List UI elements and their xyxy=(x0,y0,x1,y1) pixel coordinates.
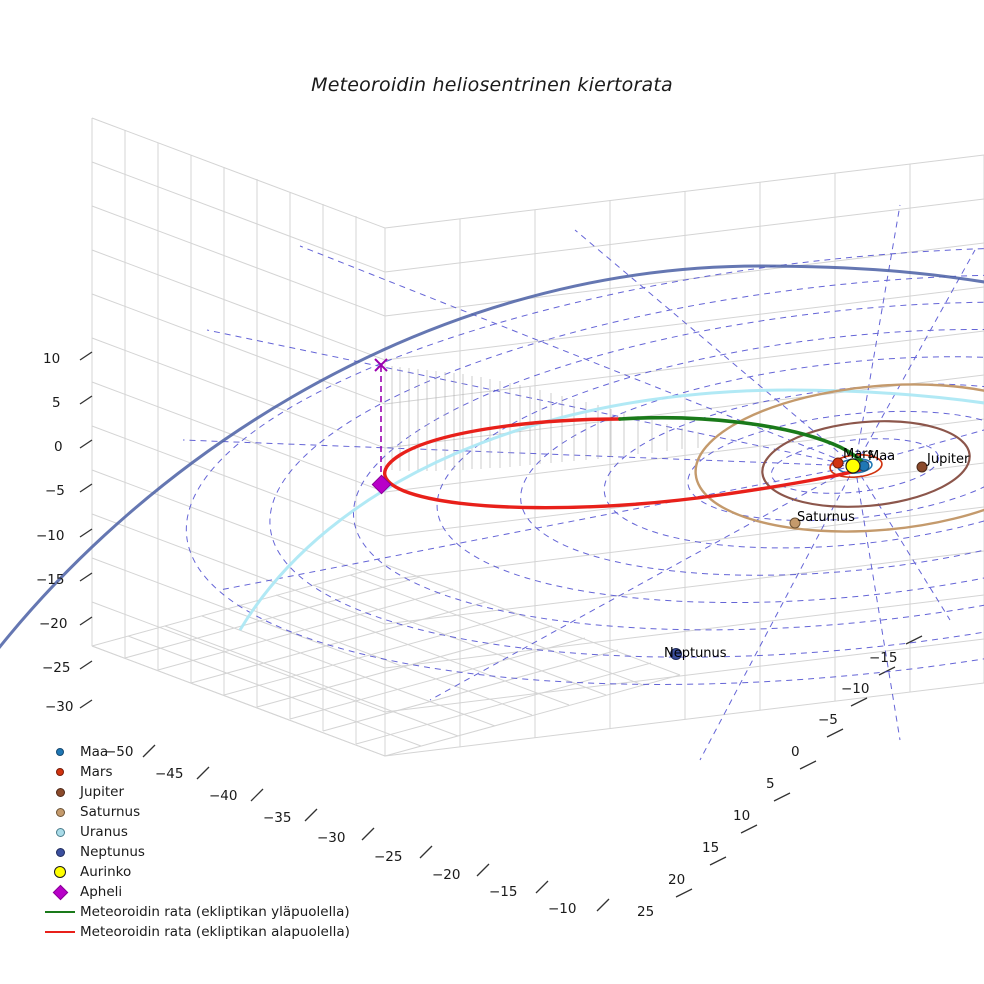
circle-marker-icon xyxy=(54,866,66,878)
tick-label-x-5: −25 xyxy=(374,849,403,865)
legend-item[interactable]: Meteoroidin rata (ekliptikan alapuolella… xyxy=(40,922,350,942)
tick-label-y-7: −10 xyxy=(841,681,870,697)
body-label-jupiter: Jupiter xyxy=(927,452,970,467)
legend-item[interactable]: Apheli xyxy=(40,882,350,902)
tick-label-y-6: −5 xyxy=(818,712,838,728)
body-label-mars: Mars xyxy=(843,447,875,462)
pane-left-wall xyxy=(91,117,386,757)
legend-line-key xyxy=(40,910,80,914)
ecliptic-polar-grid xyxy=(182,204,984,761)
orbit-saturnus xyxy=(694,383,984,533)
tick-label-y-2: 15 xyxy=(702,840,720,856)
tick-label-z-7: −25 xyxy=(42,660,71,676)
legend: Maa Mars Jupiter Saturnus Uranus Neptunus Auri… xyxy=(40,742,350,942)
body-label-saturnus: Saturnus xyxy=(797,510,855,525)
tick-label-z-6: −20 xyxy=(39,616,68,632)
legend-item[interactable]: Maa xyxy=(40,742,350,762)
circle-marker-icon xyxy=(56,748,64,756)
pane-floor xyxy=(91,564,681,757)
tick-label-y-3: 10 xyxy=(733,808,751,824)
legend-marker-key xyxy=(40,787,80,797)
legend-item[interactable]: Saturnus xyxy=(40,802,350,822)
circle-marker-icon xyxy=(55,787,65,797)
legend-line-swatch xyxy=(45,910,75,914)
legend-line-key xyxy=(40,930,80,934)
marker-neptunus xyxy=(670,648,682,660)
marker-mars xyxy=(832,457,844,469)
legend-marker-key xyxy=(40,847,80,857)
legend-marker-key xyxy=(40,807,80,817)
tick-label-x-7: −15 xyxy=(489,884,518,900)
circle-marker-icon xyxy=(56,768,64,776)
tick-label-z-3: −5 xyxy=(45,483,65,499)
legend-item[interactable]: Uranus xyxy=(40,822,350,842)
body-label-maa: Maa xyxy=(868,449,896,464)
legend-item-label: Saturnus xyxy=(80,804,141,820)
legend-item-label: Apheli xyxy=(80,884,123,900)
legend-item[interactable]: Mars xyxy=(40,762,350,782)
tick-label-x-2: −40 xyxy=(209,788,238,804)
tick-label-x-6: −20 xyxy=(432,867,461,883)
orbit-jupiter xyxy=(761,420,971,508)
tick-label-x-4: −30 xyxy=(317,830,346,846)
tick-label-y-0: 25 xyxy=(637,904,655,920)
legend-item-label: Meteoroidin rata (ekliptikan yläpuolella… xyxy=(80,904,350,920)
circle-marker-icon xyxy=(55,847,65,857)
legend-marker-key xyxy=(40,768,80,776)
meteoroid-orbit-below-ecliptic xyxy=(383,417,868,510)
body-label-neptunus: Neptunus xyxy=(664,646,727,661)
circle-marker-icon xyxy=(55,827,65,837)
tick-label-y-5: 0 xyxy=(791,744,800,760)
orbit-uranus xyxy=(238,388,984,631)
axes-pane-grid xyxy=(91,117,984,757)
marker-aurinko xyxy=(845,458,861,474)
marker-saturnus xyxy=(789,517,801,529)
legend-item[interactable]: Aurinko xyxy=(40,862,350,882)
tick-label-y-1: 20 xyxy=(668,872,686,888)
legend-marker-key xyxy=(40,884,80,900)
tick-label-x-8: −10 xyxy=(548,901,577,917)
legend-item[interactable]: Meteoroidin rata (ekliptikan yläpuolella… xyxy=(40,902,350,922)
legend-item-label: Meteoroidin rata (ekliptikan alapuolella… xyxy=(80,924,350,940)
tick-label-y-8: −15 xyxy=(869,650,898,666)
tick-label-x-1: −45 xyxy=(155,766,184,782)
circle-marker-icon xyxy=(55,807,65,817)
orbit-neptunus xyxy=(0,264,984,650)
legend-item-label: Neptunus xyxy=(80,844,145,860)
tick-label-x-0: −50 xyxy=(105,744,134,760)
legend-item[interactable]: Jupiter xyxy=(40,782,350,802)
legend-item-label: Mars xyxy=(80,764,113,780)
legend-marker-key xyxy=(40,827,80,837)
legend-item-label: Jupiter xyxy=(80,784,125,800)
legend-item-label: Maa xyxy=(80,744,109,760)
legend-marker-key xyxy=(40,866,80,878)
marker-apheli xyxy=(371,474,392,495)
tick-label-z-2: 0 xyxy=(54,439,63,455)
legend-item-label: Uranus xyxy=(80,824,128,840)
legend-marker-key xyxy=(40,748,80,756)
tick-label-z-0: 10 xyxy=(43,351,61,367)
tick-label-z-8: −30 xyxy=(45,699,74,715)
meteoroid-orbit-above-ecliptic xyxy=(618,415,868,467)
marker-jupiter xyxy=(916,461,928,473)
tick-label-z-4: −10 xyxy=(36,528,65,544)
diamond-marker-icon xyxy=(52,884,68,900)
legend-item[interactable]: Neptunus xyxy=(40,842,350,862)
legend-item-label: Aurinko xyxy=(80,864,132,880)
page-title: Meteoroidin heliosentrinen kiertorata xyxy=(311,74,673,96)
tick-label-z-1: 5 xyxy=(52,395,61,411)
tick-label-z-5: −15 xyxy=(36,572,65,588)
tick-label-x-3: −35 xyxy=(263,810,292,826)
tick-label-y-4: 5 xyxy=(766,776,775,792)
legend-line-swatch xyxy=(45,930,75,934)
axis-tick-marks xyxy=(79,351,923,912)
aphelion-projection-cross-icon xyxy=(374,358,388,372)
